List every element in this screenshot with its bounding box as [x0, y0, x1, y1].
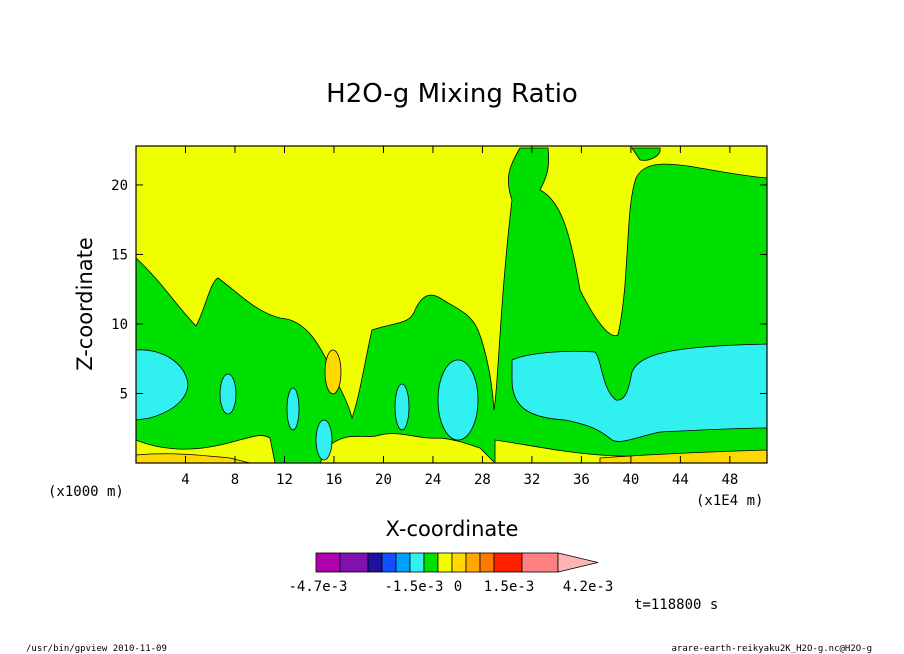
- footer-right: arare-earth-reikyaku2K_H2O-g.nc@H2O-g: [672, 644, 872, 654]
- region-core-small-b: [286, 387, 300, 431]
- colorbar-swatch: [315, 552, 341, 573]
- colorbar: [315, 552, 599, 573]
- footer-left: /usr/bin/gpview 2010-11-09: [26, 644, 167, 654]
- y-tick-label: 15: [111, 247, 128, 263]
- colorbar-label: 4.2e-3: [563, 579, 614, 595]
- region-core-small-a: [219, 373, 237, 415]
- colorbar-label: 0: [454, 579, 462, 595]
- colorbar-swatch: [423, 552, 439, 573]
- region-orange-surface: [136, 449, 767, 463]
- x-axis: 4 8 12 16 20 24 28 32 36 40 44 48: [181, 146, 738, 488]
- region-core-right: [511, 343, 767, 442]
- x-unit-left: (x1000 m): [48, 484, 124, 500]
- colorbar-swatch: [493, 552, 523, 573]
- chart-title: H2O-g Mixing Ratio: [326, 79, 578, 109]
- x-tick-label: 48: [721, 472, 738, 488]
- y-tick-label: 20: [111, 178, 128, 194]
- y-tick-label: 10: [111, 317, 128, 333]
- x-tick-label: 4: [181, 472, 189, 488]
- colorbar-swatch: [451, 552, 467, 573]
- region-core-small-c: [315, 419, 333, 461]
- plot-area: [136, 146, 767, 463]
- colorbar-swatch: [367, 552, 383, 573]
- x-tick-label: 16: [326, 472, 343, 488]
- y-tick-label: 5: [120, 386, 128, 402]
- x-tick-label: 20: [375, 472, 392, 488]
- region-moist-top: [631, 147, 661, 161]
- colorbar-labels: -4.7e-3 -1.5e-3 0 1.5e-3 4.2e-3: [288, 579, 613, 595]
- x-unit-right: (x1E4 m): [696, 493, 763, 509]
- x-tick-label: 12: [276, 472, 293, 488]
- colorbar-label: -1.5e-3: [384, 579, 443, 595]
- x-tick-label: 36: [573, 472, 590, 488]
- region-moist-band: [136, 147, 767, 463]
- colorbar-label: 1.5e-3: [484, 579, 535, 595]
- colorbar-swatch: [521, 552, 559, 573]
- x-axis-label: X-coordinate: [386, 517, 519, 541]
- y-axis: 5 10 15 20: [111, 178, 767, 402]
- colorbar-arrow: [557, 552, 599, 573]
- x-tick-label: 40: [622, 472, 639, 488]
- x-tick-label: 28: [474, 472, 491, 488]
- region-core-mid: [437, 359, 479, 441]
- x-tick-label: 44: [672, 472, 689, 488]
- region-core-small-d: [394, 383, 410, 431]
- x-tick-label: 32: [523, 472, 540, 488]
- time-label: t=118800 s: [634, 597, 718, 613]
- colorbar-swatch: [381, 552, 397, 573]
- colorbar-swatch: [479, 552, 495, 573]
- colorbar-swatch: [465, 552, 481, 573]
- x-tick-label: 24: [425, 472, 442, 488]
- plot-frame: [135, 145, 768, 464]
- colorbar-swatch: [437, 552, 453, 573]
- x-tick-label: 8: [231, 472, 239, 488]
- colorbar-label: -4.7e-3: [288, 579, 347, 595]
- region-core-left: [136, 349, 189, 421]
- colorbar-swatch: [409, 552, 425, 573]
- y-axis-label: Z-coordinate: [73, 237, 97, 371]
- region-orange-patch: [324, 349, 342, 395]
- colorbar-swatch: [339, 552, 369, 573]
- colorbar-swatch: [395, 552, 411, 573]
